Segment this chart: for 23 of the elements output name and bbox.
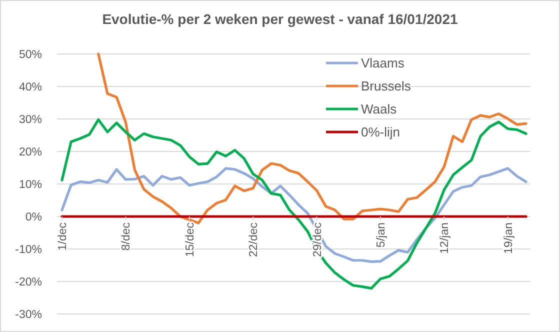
- y-tick-label: 50%: [18, 49, 42, 62]
- y-tick-label: 20%: [18, 146, 42, 159]
- chart-title: Evolutie-% per 2 weken per gewest - vanaf 16/01/2021: [102, 11, 458, 27]
- legend-label: 0%-lijn: [361, 124, 400, 140]
- y-tick-label: -20%: [15, 276, 42, 289]
- y-tick-label: -10%: [15, 244, 42, 256]
- y-tick-label: 0%: [25, 212, 42, 224]
- y-tick-label: 10%: [18, 179, 42, 192]
- x-tick-label: 1/dec: [57, 222, 70, 251]
- x-tick-label: 12/jan: [439, 222, 452, 254]
- x-tick-label: 15/dec: [184, 222, 196, 258]
- legend-label: Brussels: [361, 78, 412, 94]
- x-tick-label: 29/dec: [312, 222, 324, 258]
- legend-label: Vlaams: [361, 56, 405, 71]
- x-tick-label: 22/dec: [248, 222, 260, 258]
- x-tick-label: 8/dec: [120, 222, 133, 251]
- line-series: [97, 52, 528, 224]
- y-tick-label: 40%: [18, 82, 42, 94]
- x-tick-label: 19/jan: [502, 222, 515, 254]
- y-tick-label: -30%: [15, 309, 42, 322]
- y-tick-label: 30%: [18, 114, 42, 126]
- legend-label: Waals: [361, 102, 398, 117]
- x-tick-label: 5/jan: [375, 222, 388, 248]
